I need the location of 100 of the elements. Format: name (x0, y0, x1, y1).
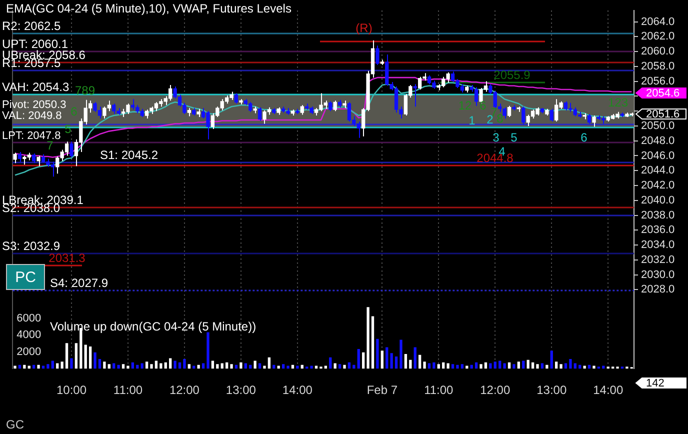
bar (249, 364, 252, 369)
candlestick (70, 141, 74, 158)
bar (122, 364, 125, 369)
bar (418, 354, 422, 369)
bar (88, 346, 92, 369)
ref-line-label: UPT: 2060.1 (2, 36, 68, 51)
annotation: 8 (496, 111, 504, 126)
candlestick (300, 104, 304, 116)
bar (536, 364, 539, 369)
candlestick (587, 114, 592, 124)
y-tick-label: 2032.0 (641, 254, 675, 266)
bar (117, 364, 120, 369)
candlestick (234, 92, 238, 104)
annotation: 12 (458, 98, 472, 112)
bar (446, 363, 450, 369)
candlestick (258, 106, 262, 122)
x-tick-label: 13:00 (226, 383, 256, 398)
bar (98, 359, 102, 369)
bar (174, 360, 176, 369)
bar (531, 362, 534, 369)
ref-line-label: VAL: 2049.8 (2, 110, 62, 122)
bar (498, 360, 502, 369)
bar (310, 366, 313, 369)
bar (291, 364, 294, 369)
bar (197, 364, 200, 369)
bar (489, 363, 492, 369)
bar (404, 354, 408, 369)
bar (526, 360, 530, 369)
x-tick-label: 11:00 (424, 383, 454, 398)
bar (362, 352, 365, 369)
bar (206, 332, 210, 369)
candlestick (522, 106, 526, 125)
bar (343, 364, 346, 369)
bar (56, 363, 59, 369)
bar (376, 338, 379, 369)
bar (60, 362, 64, 369)
bar (65, 343, 68, 369)
pc-button: PC (6, 264, 45, 290)
y-tick-label: 2030.0 (641, 268, 675, 281)
bar (108, 364, 110, 369)
y2-tick-label: 2000 (16, 346, 42, 358)
y-tick-label: 2046.0 (641, 150, 675, 162)
y-tick-label: 2036.0 (641, 224, 675, 236)
bar (103, 362, 106, 369)
candlestick (32, 153, 36, 164)
bar (329, 357, 332, 369)
bar (546, 364, 548, 369)
ref-line-label: 2031.3 (48, 250, 86, 265)
bar (508, 362, 511, 369)
bar (588, 364, 591, 369)
bar (560, 364, 562, 369)
bar (578, 364, 582, 369)
bar (366, 307, 370, 369)
bar (234, 364, 238, 369)
text: 2051.6 (646, 108, 680, 121)
bar (160, 363, 162, 369)
bar (169, 358, 172, 369)
x-tick-label: 10:00 (56, 383, 87, 398)
bar (357, 348, 360, 369)
bar (522, 360, 525, 369)
y-tick-label: 2062.0 (641, 30, 675, 43)
y-tick-label: 2044.0 (641, 164, 675, 177)
annotation: 3 (492, 130, 500, 144)
bar (258, 363, 262, 369)
candlestick (376, 45, 380, 66)
bar (409, 360, 412, 369)
bar (136, 364, 139, 369)
bar (150, 364, 153, 369)
bar (164, 362, 167, 369)
bar (220, 363, 224, 369)
bar (474, 362, 478, 369)
bar (451, 364, 454, 369)
x-tick-label: 12:00 (480, 383, 510, 398)
x-tick-label: 14:00 (593, 383, 624, 398)
bar (244, 363, 247, 369)
annotation: 2 (486, 112, 494, 126)
candlestick (550, 108, 554, 122)
bar (23, 364, 26, 369)
annotation: 6 (580, 130, 588, 144)
y-tick-label: 2050.0 (641, 120, 675, 132)
annotation: 6 (70, 104, 78, 118)
candlestick (13, 152, 17, 164)
x-tick-label: 14:00 (282, 383, 313, 398)
bar (480, 364, 482, 369)
bar (555, 362, 558, 369)
bar (380, 350, 384, 369)
annotation: 123 (608, 95, 628, 110)
bar (569, 359, 572, 369)
bar (296, 366, 299, 369)
ref-line-label: 2055.9 (494, 68, 531, 82)
y-tick-label: 2064.0 (641, 16, 675, 28)
bar (494, 362, 496, 369)
bar (592, 366, 596, 369)
bar (550, 350, 553, 369)
bar (145, 362, 148, 369)
bar (263, 366, 266, 369)
candlestick (18, 152, 22, 162)
y-tick-label: 2060.0 (641, 46, 675, 58)
bar (37, 364, 40, 369)
bar (428, 363, 431, 369)
